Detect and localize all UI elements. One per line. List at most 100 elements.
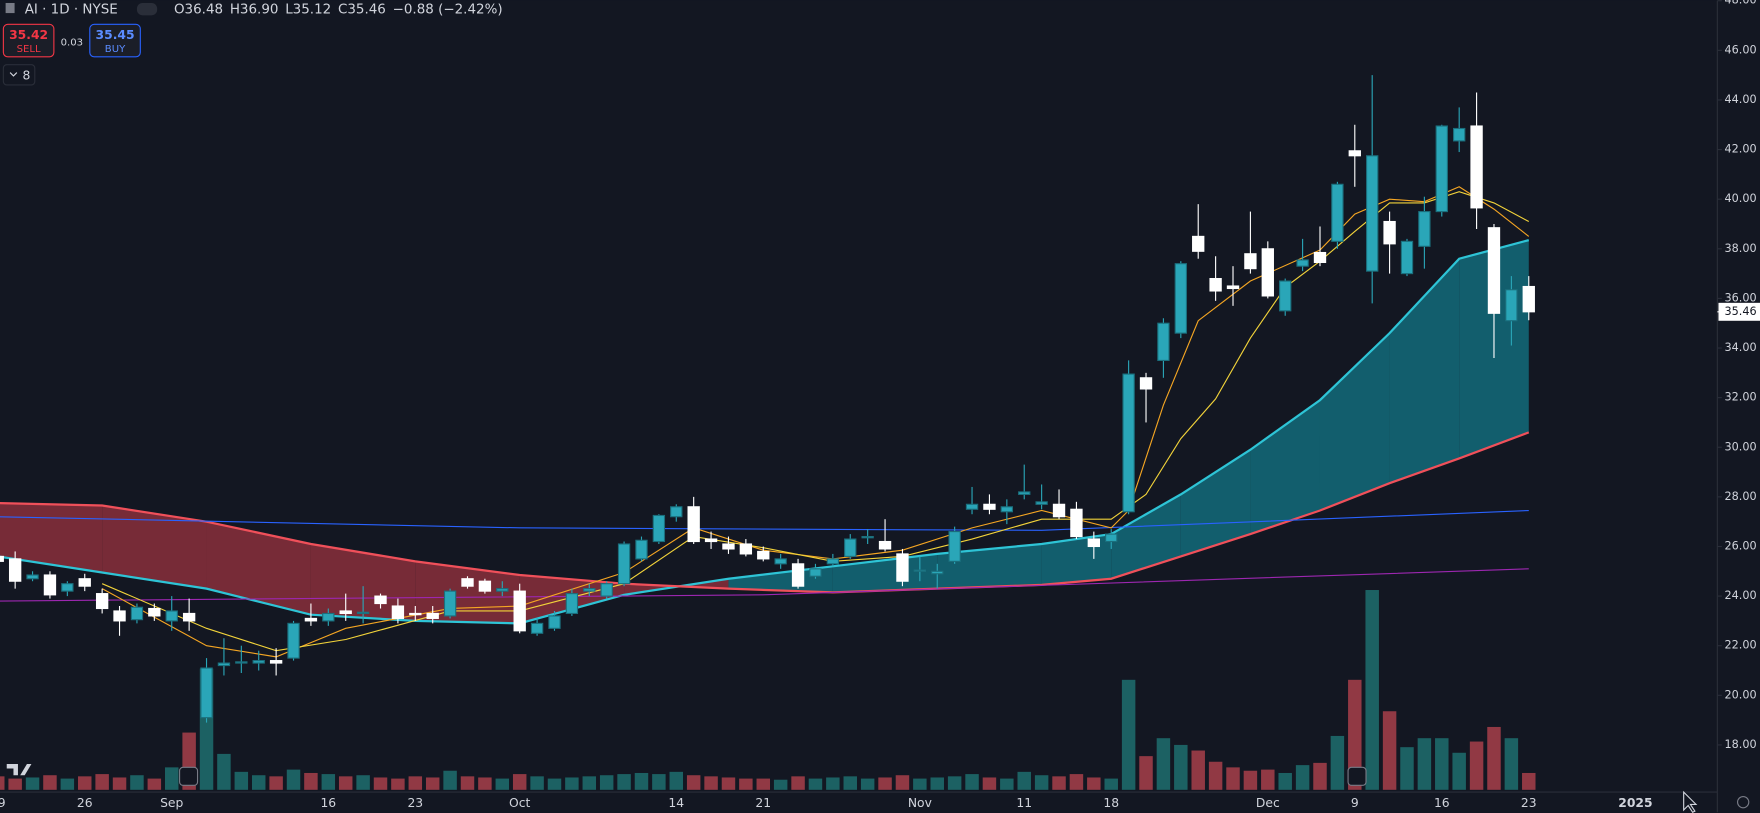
volume-bar bbox=[8, 778, 22, 790]
candle-body bbox=[43, 574, 57, 596]
buy-button[interactable] bbox=[89, 23, 141, 58]
x-tick-label: 2025 bbox=[1618, 796, 1652, 810]
volume-bar bbox=[338, 776, 353, 790]
candle-body bbox=[844, 538, 857, 557]
volume-bar bbox=[1087, 777, 1101, 790]
candle-body bbox=[200, 667, 213, 719]
volume-bar bbox=[443, 770, 457, 790]
moving-average bbox=[0, 568, 1529, 602]
volume-bar bbox=[495, 778, 510, 790]
volume-bar bbox=[1069, 774, 1084, 790]
volume-bar bbox=[860, 778, 875, 790]
volume-bar bbox=[25, 777, 40, 790]
volume-bar bbox=[112, 777, 127, 790]
candle-body bbox=[826, 558, 840, 565]
x-tick-label: Sep bbox=[160, 796, 183, 810]
candle-body bbox=[1174, 263, 1187, 334]
buy-price: 35.45 bbox=[96, 28, 135, 42]
candle-body bbox=[95, 593, 109, 610]
settings-icon[interactable] bbox=[1736, 795, 1750, 809]
volume-bar bbox=[1034, 775, 1049, 790]
logo[interactable] bbox=[6, 764, 32, 776]
volume-bar bbox=[1000, 778, 1014, 790]
x-tick-label: Nov bbox=[908, 796, 932, 810]
candle-body bbox=[530, 622, 544, 634]
candle-body bbox=[426, 612, 439, 619]
candle-body bbox=[1331, 183, 1344, 242]
candle-body bbox=[1470, 125, 1483, 209]
y-tick-label: 22.00 bbox=[1725, 639, 1757, 652]
candle-body bbox=[26, 574, 39, 580]
volume-bar bbox=[652, 774, 666, 790]
candle-body bbox=[1279, 280, 1292, 312]
sell-price: 35.42 bbox=[9, 28, 48, 42]
y-tick-label: 26.00 bbox=[1725, 539, 1757, 552]
volume-bar bbox=[1435, 738, 1449, 790]
quote-value: H36.90 bbox=[230, 3, 279, 18]
candle-body bbox=[1400, 240, 1414, 275]
volume-bar bbox=[1191, 750, 1205, 790]
volume-bar bbox=[78, 776, 92, 790]
last-price-label: 35.46 bbox=[1725, 305, 1757, 318]
volume-bar bbox=[1469, 741, 1484, 790]
last-price-box bbox=[1718, 302, 1760, 321]
volume-bar bbox=[1400, 747, 1414, 790]
volume-bar bbox=[1243, 770, 1258, 790]
candle-body bbox=[1453, 127, 1466, 142]
sell-label: SELL bbox=[17, 44, 41, 55]
candle-body bbox=[1192, 235, 1205, 252]
candle-body bbox=[1035, 501, 1048, 505]
moving-average bbox=[0, 239, 1530, 625]
indicator-toggle[interactable] bbox=[2, 64, 36, 86]
candle-body bbox=[913, 569, 927, 572]
spread: 0.03 bbox=[61, 37, 83, 48]
volume-bar bbox=[791, 776, 805, 790]
x-tick-label: 23 bbox=[1521, 796, 1537, 810]
volume-bar bbox=[773, 779, 788, 790]
volume-bar bbox=[1017, 771, 1031, 790]
symbol[interactable]: AI · 1D · NYSE bbox=[25, 3, 118, 18]
x-tick-label: 18 bbox=[1103, 796, 1119, 810]
volume-bar bbox=[547, 778, 562, 790]
y-tick-label: 30.00 bbox=[1725, 440, 1757, 453]
band-fill bbox=[728, 566, 833, 593]
x-tick-label: 11 bbox=[1016, 796, 1032, 810]
candle-body bbox=[670, 506, 683, 518]
earnings-marker bbox=[179, 766, 199, 786]
volume-bar bbox=[304, 772, 318, 790]
volume-bar bbox=[1226, 767, 1240, 790]
collapse-button[interactable] bbox=[136, 2, 158, 16]
volume-bar bbox=[982, 777, 997, 790]
candle-body bbox=[722, 543, 735, 550]
volume-bar bbox=[1278, 772, 1292, 790]
volume-bar bbox=[1156, 738, 1171, 790]
sell-button[interactable] bbox=[2, 23, 55, 58]
x-tick-label: 16 bbox=[320, 796, 336, 810]
candle-body bbox=[1000, 506, 1014, 513]
x-tick-label: 23 bbox=[407, 796, 423, 810]
band-fill bbox=[0, 503, 103, 573]
candle-body bbox=[1052, 503, 1066, 518]
candle-body bbox=[1366, 155, 1379, 272]
volume-bar bbox=[95, 774, 109, 790]
candle-body bbox=[182, 612, 196, 622]
candle-body bbox=[356, 611, 370, 615]
y-tick-label: 28.00 bbox=[1725, 490, 1757, 503]
volume-bar bbox=[1452, 752, 1466, 790]
candle-body bbox=[583, 588, 596, 592]
volume-bar bbox=[1104, 778, 1118, 790]
candle-body bbox=[1087, 538, 1100, 548]
volume-bar bbox=[217, 753, 231, 790]
volume-bar bbox=[1330, 735, 1345, 790]
volume-bar bbox=[704, 776, 718, 790]
volume-bar bbox=[599, 775, 614, 790]
candle-body bbox=[896, 553, 909, 582]
buy-label: BUY bbox=[105, 44, 126, 55]
candle-body bbox=[704, 538, 718, 543]
y-tick-label: 40.00 bbox=[1725, 192, 1757, 205]
candle-body bbox=[739, 543, 753, 555]
y-tick-label: 20.00 bbox=[1725, 688, 1757, 701]
candle-body bbox=[1313, 251, 1327, 264]
volume-bar bbox=[1174, 744, 1188, 790]
